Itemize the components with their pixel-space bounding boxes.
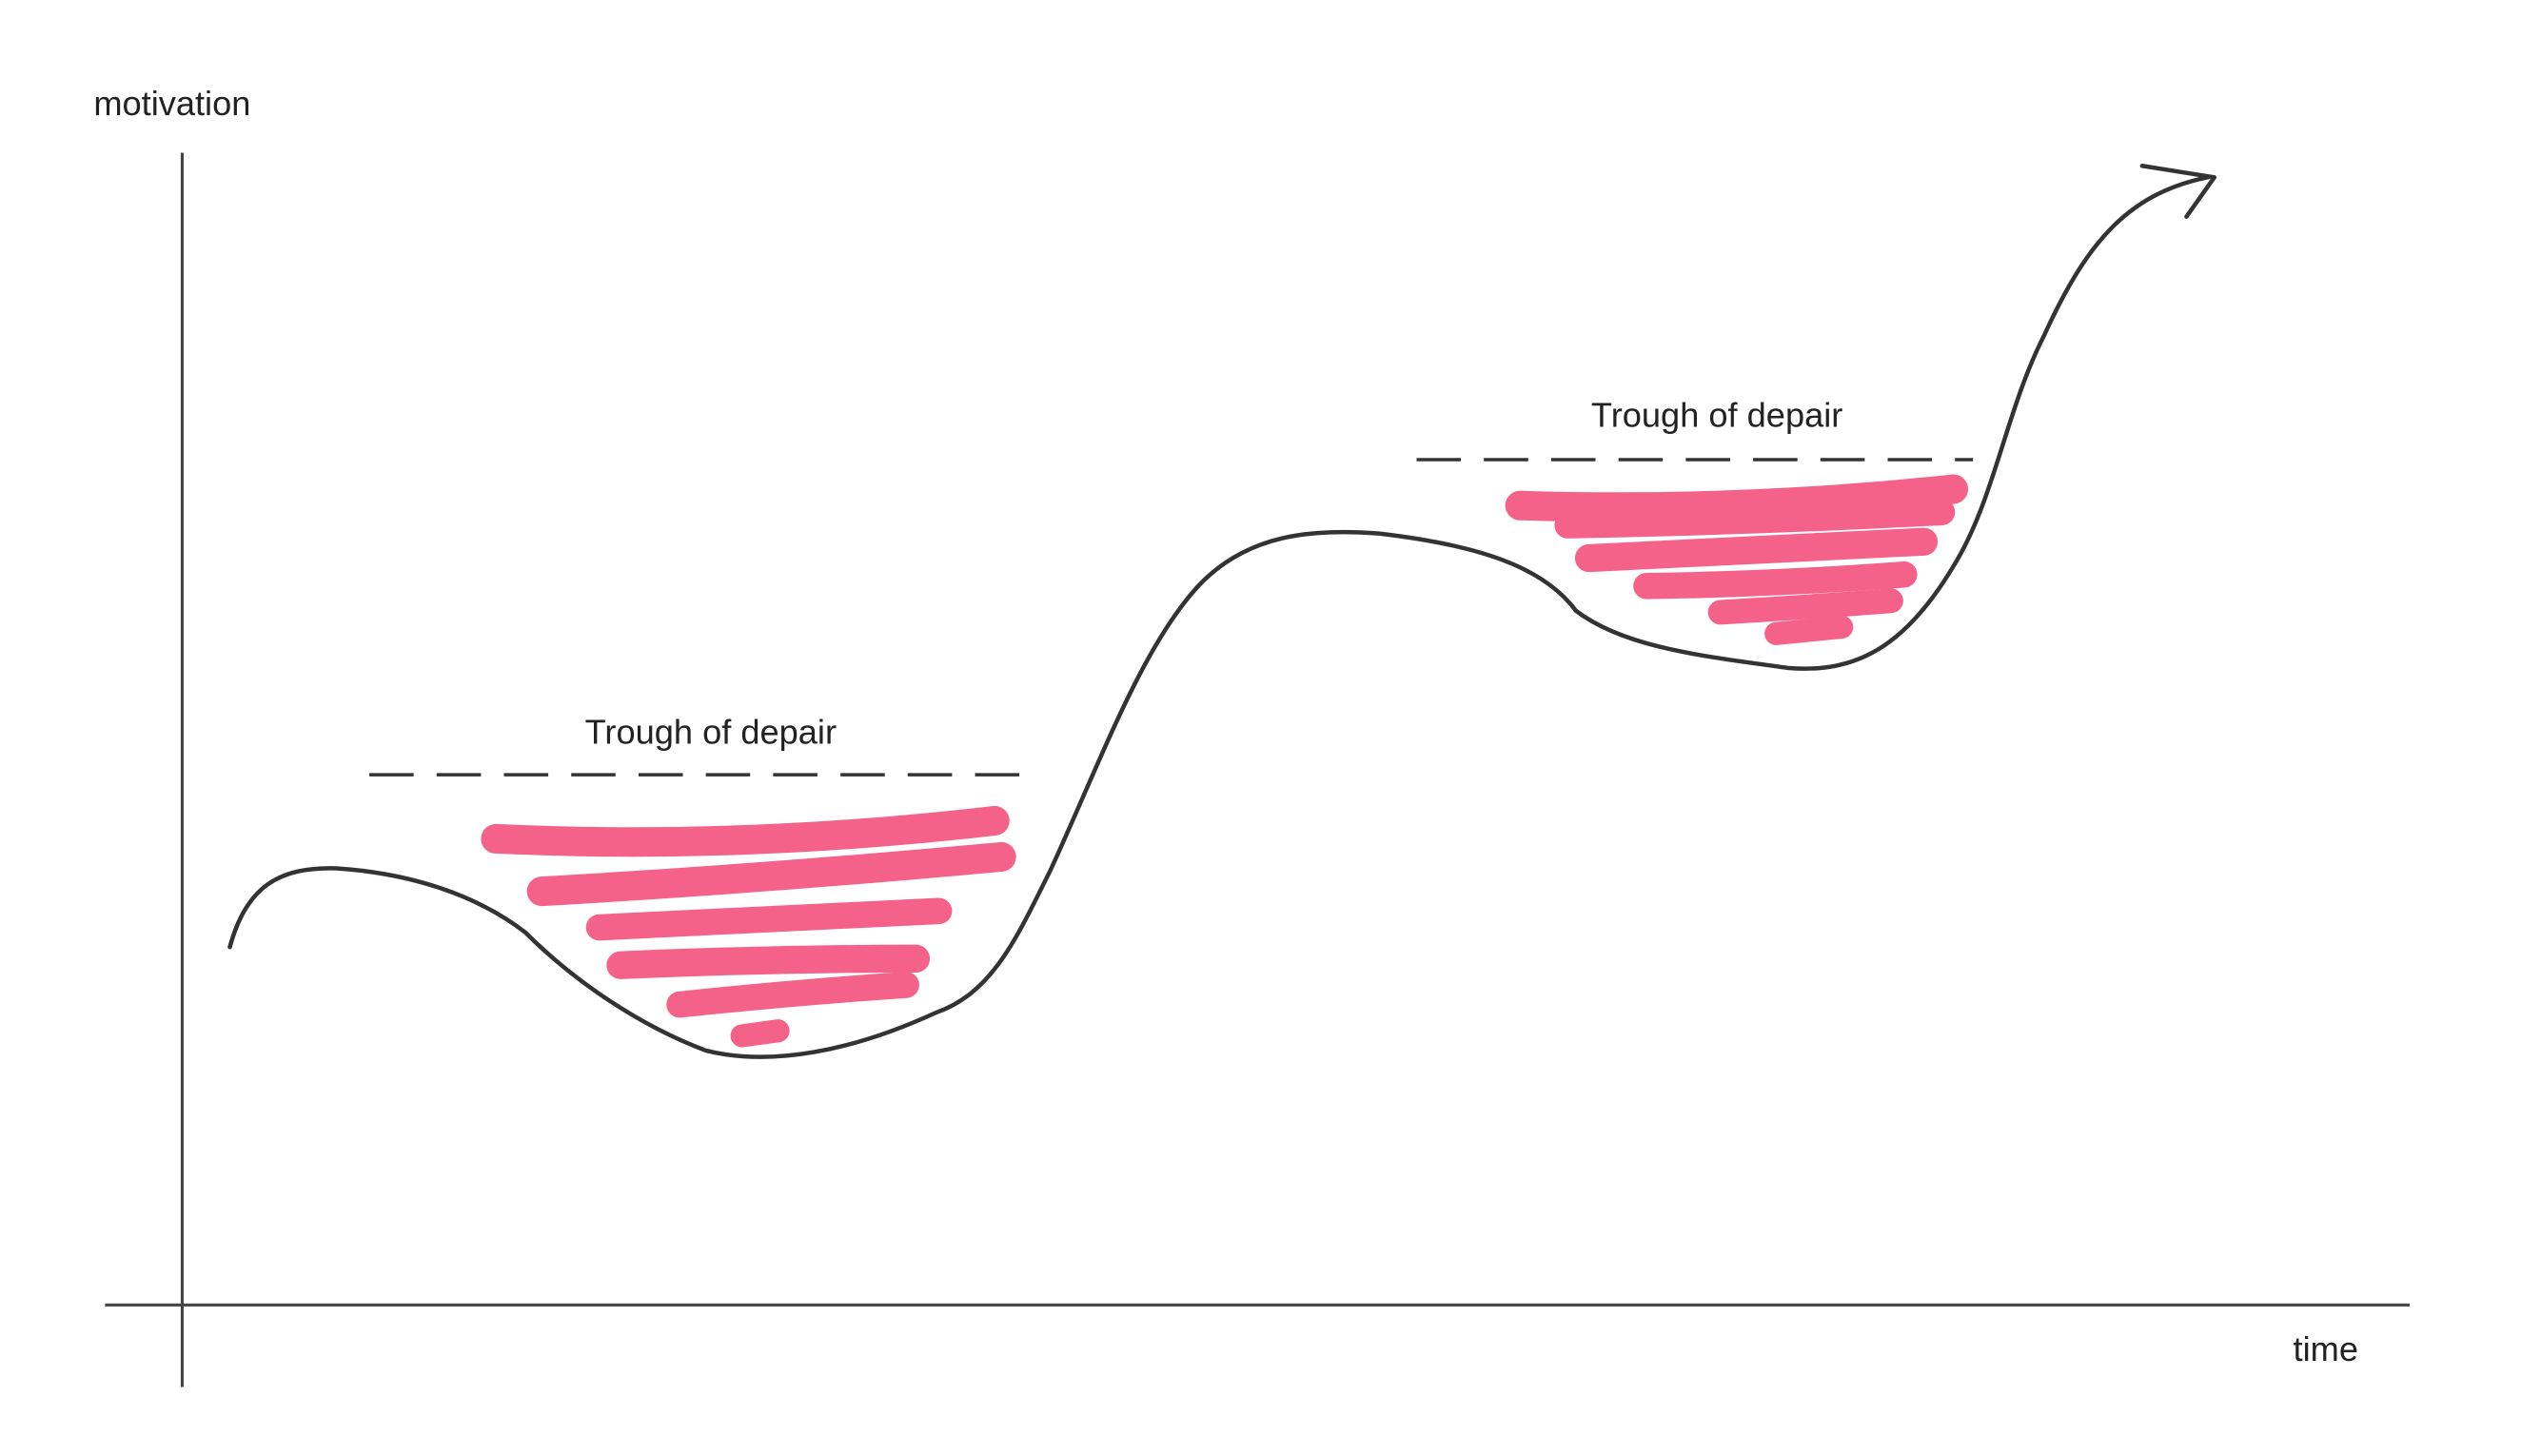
curve <box>227 175 2211 1059</box>
highlight-right <box>1505 474 1969 645</box>
arrow-head <box>2139 164 2217 219</box>
x-axis-label: time <box>2294 1329 2358 1368</box>
annotation: Trough of depair <box>1591 395 1842 434</box>
annotation: Trough of depair <box>585 712 837 751</box>
highlight-left <box>481 805 1016 1048</box>
y-axis-label: motivation <box>93 84 250 123</box>
